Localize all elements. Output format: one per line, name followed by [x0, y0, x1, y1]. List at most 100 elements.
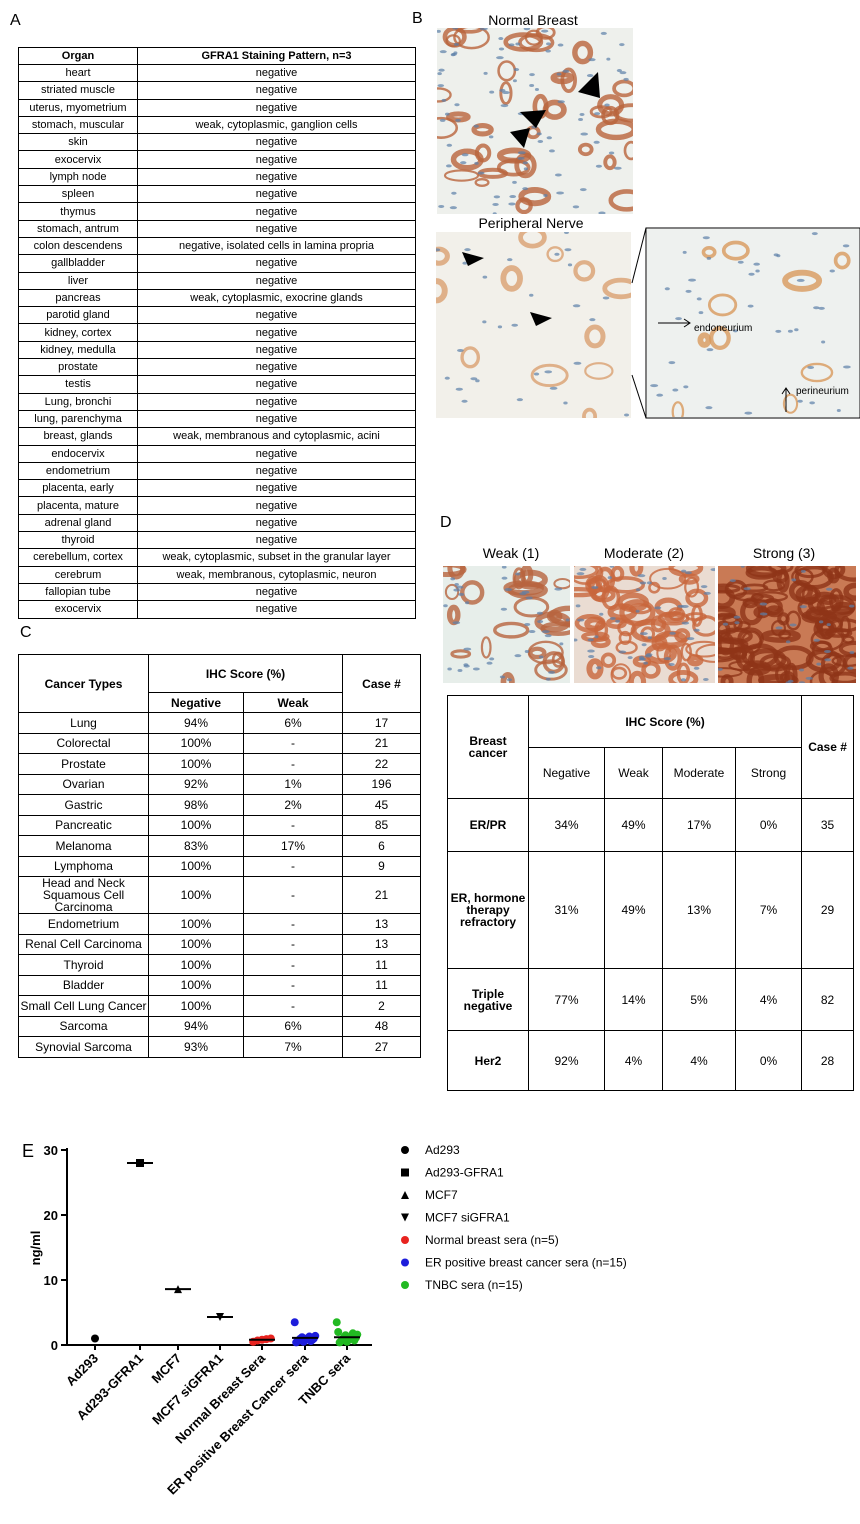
- panel-label: E: [22, 1141, 34, 1161]
- nucleus: [594, 141, 600, 144]
- nucleus: [437, 72, 441, 75]
- nucleus: [669, 361, 676, 364]
- nucleus: [563, 401, 567, 404]
- nucleus: [699, 311, 704, 314]
- nucleus: [564, 248, 571, 251]
- nucleus: [594, 635, 598, 638]
- micrographs: [425, 24, 860, 691]
- x-tick-label: MCF7: [148, 1351, 184, 1387]
- nucleus: [438, 84, 444, 87]
- nucleus: [664, 657, 671, 660]
- nucleus: [546, 42, 551, 45]
- nucleus: [529, 630, 536, 633]
- legend-label: Ad293-GFRA1: [425, 1166, 504, 1180]
- nucleus: [580, 133, 588, 136]
- nucleus: [608, 576, 612, 579]
- nucleus: [606, 58, 610, 61]
- nucleus: [603, 296, 610, 299]
- nucleus: [668, 663, 674, 666]
- nucleus: [818, 307, 824, 310]
- nucleus: [681, 570, 686, 573]
- nucleus: [440, 119, 446, 122]
- nucleus: [809, 401, 815, 404]
- nucleus: [512, 181, 517, 184]
- legend-label: MCF7: [425, 1188, 458, 1202]
- nucleus: [524, 623, 530, 626]
- nucleus: [648, 636, 652, 639]
- nucleus: [615, 620, 620, 623]
- nucleus: [522, 187, 528, 190]
- nucleus: [440, 50, 447, 53]
- nucleus: [794, 328, 798, 331]
- nucleus: [610, 617, 616, 620]
- nucleus: [443, 604, 448, 607]
- nucleus: [557, 73, 562, 76]
- nucleus: [451, 192, 456, 195]
- nucleus: [537, 612, 543, 615]
- nucleus: [544, 370, 552, 373]
- nucleus: [504, 588, 512, 591]
- nucleus: [741, 565, 745, 568]
- nucleus: [788, 680, 794, 683]
- nucleus: [447, 144, 452, 147]
- nucleus: [558, 100, 565, 103]
- nucleus: [483, 72, 487, 75]
- nucleus: [511, 324, 518, 327]
- nucleus: [620, 71, 627, 74]
- image-title: Moderate (2): [604, 545, 684, 561]
- nucleus: [454, 103, 459, 106]
- nucleus: [501, 608, 507, 611]
- nucleus: [800, 605, 807, 608]
- nucleus: [507, 678, 512, 681]
- nucleus: [619, 43, 624, 46]
- legend-label: Ad293: [425, 1143, 460, 1157]
- nucleus: [508, 202, 515, 205]
- nucleus: [457, 349, 464, 352]
- nucleus: [515, 572, 520, 575]
- nucleus: [514, 68, 520, 71]
- legend-label: Normal breast sera (n=5): [425, 1233, 559, 1247]
- nucleus: [596, 165, 602, 168]
- nucleus: [537, 620, 543, 623]
- nucleus: [665, 287, 670, 290]
- nucleus: [744, 412, 752, 415]
- nucleus: [446, 164, 452, 167]
- nucleus: [462, 153, 469, 156]
- nucleus: [524, 167, 528, 170]
- nucleus: [556, 191, 564, 194]
- nucleus: [474, 125, 479, 128]
- nucleus: [694, 629, 700, 632]
- nucleus: [601, 32, 607, 35]
- legend-label: ER positive breast cancer sera (n=15): [425, 1256, 627, 1270]
- nucleus: [826, 588, 832, 591]
- nucleus: [682, 622, 689, 625]
- nucleus: [628, 656, 633, 659]
- nucleus: [436, 30, 441, 33]
- nucleus: [824, 658, 831, 661]
- nucleus: [799, 668, 804, 671]
- nucleus: [509, 195, 516, 198]
- nucleus: [748, 273, 754, 276]
- nucleus: [546, 678, 551, 681]
- nucleus: [489, 135, 494, 138]
- nucleus: [513, 79, 517, 82]
- nucleus: [535, 88, 539, 91]
- nucleus: [515, 43, 520, 46]
- nucleus: [589, 318, 595, 321]
- nucleus: [576, 604, 581, 607]
- nucleus: [723, 623, 729, 626]
- image-title: Weak (1): [483, 545, 540, 561]
- nucleus: [788, 330, 793, 333]
- nucleus: [686, 290, 692, 293]
- nucleus: [498, 37, 503, 40]
- nucleus: [500, 675, 505, 678]
- nucleus: [534, 373, 539, 376]
- nucleus: [849, 605, 854, 608]
- nucleus: [821, 340, 825, 343]
- nucleus: [545, 50, 551, 53]
- nucleus: [799, 681, 805, 684]
- nucleus: [445, 377, 450, 380]
- nucleus: [541, 30, 548, 33]
- marker: [333, 1318, 341, 1326]
